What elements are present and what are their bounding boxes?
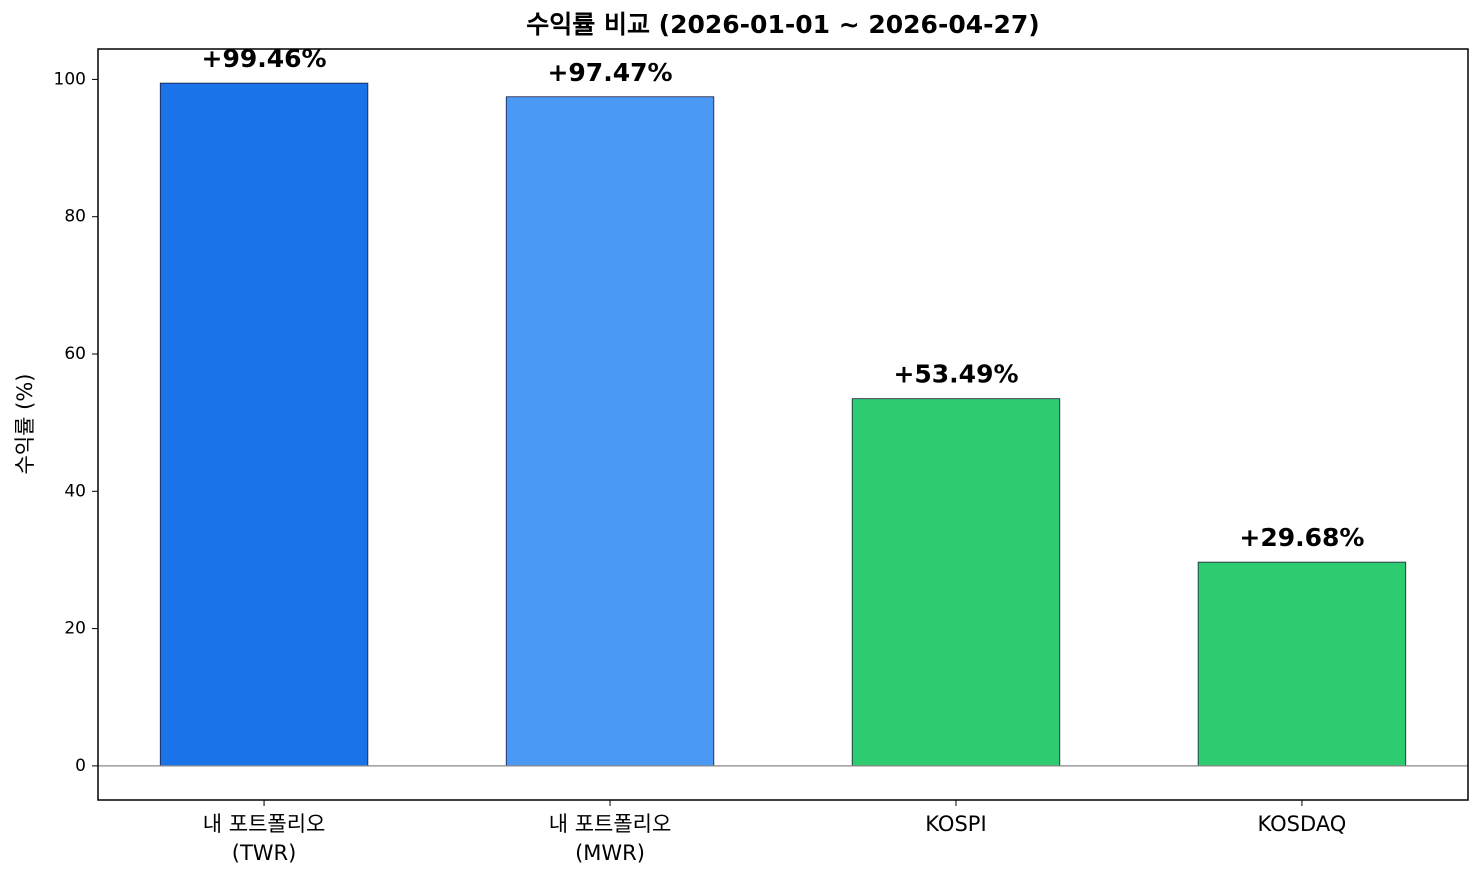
bar [505,96,715,767]
value-label: +29.68% [1239,523,1364,552]
y-tick-label: 0 [75,756,86,776]
y-tick-label: 100 [54,69,86,89]
y-tick-label: 60 [64,344,86,364]
bar [1197,561,1407,767]
chart-title: 수익률 비교 (2026-01-01 ~ 2026-04-27) [526,10,1039,39]
x-tick-label: KOSDAQ [1258,812,1347,836]
x-tick-label: 내 포트폴리오 (MWR) [549,812,672,865]
value-label: +53.49% [893,360,1018,389]
bar [159,82,369,767]
y-tick-label: 80 [64,207,86,227]
x-tick-label: KOSPI [925,812,986,836]
plot-frame [97,48,1469,801]
y-tick-label: 40 [64,481,86,501]
y-tick-label: 20 [64,619,86,639]
value-label: +97.47% [547,58,672,87]
x-tick-label: 내 포트폴리오 (TWR) [203,812,326,865]
y-axis-label: 수익률 (%) [13,374,37,475]
bar [851,398,1061,767]
